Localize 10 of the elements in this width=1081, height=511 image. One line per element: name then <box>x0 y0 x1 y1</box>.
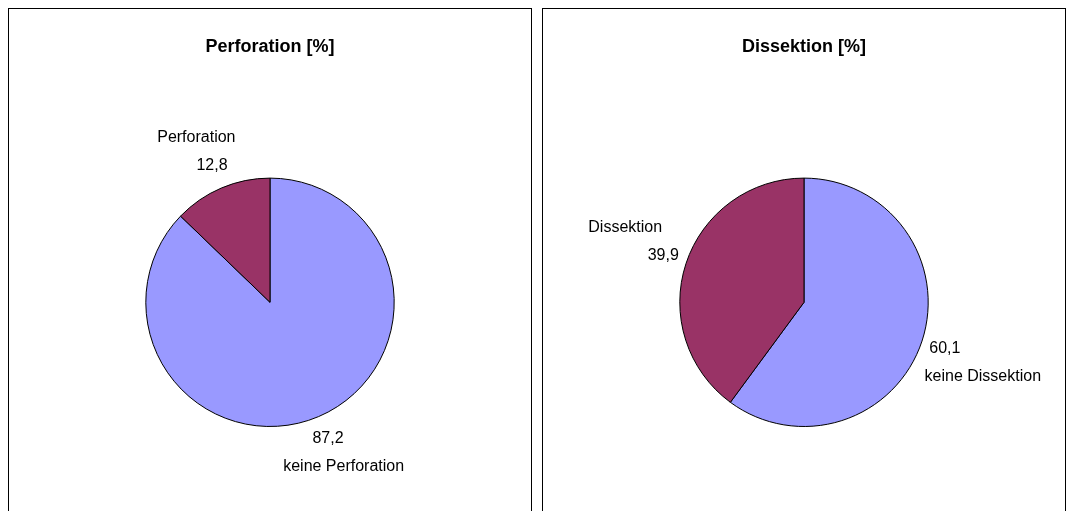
data-label: 87,2 <box>312 429 344 447</box>
slice-label: keine Perforation <box>283 457 405 475</box>
data-label: 12,8 <box>196 156 228 174</box>
slice-label: Perforation <box>157 128 236 146</box>
slice-label: Dissektion <box>588 218 663 236</box>
chart-title: Dissektion [%] <box>741 35 867 56</box>
data-label: 39,9 <box>647 246 679 264</box>
slice-label: keine Dissektion <box>924 366 1042 384</box>
data-label: 60,1 <box>929 338 961 356</box>
chart-title: Perforation [%] <box>205 35 335 56</box>
